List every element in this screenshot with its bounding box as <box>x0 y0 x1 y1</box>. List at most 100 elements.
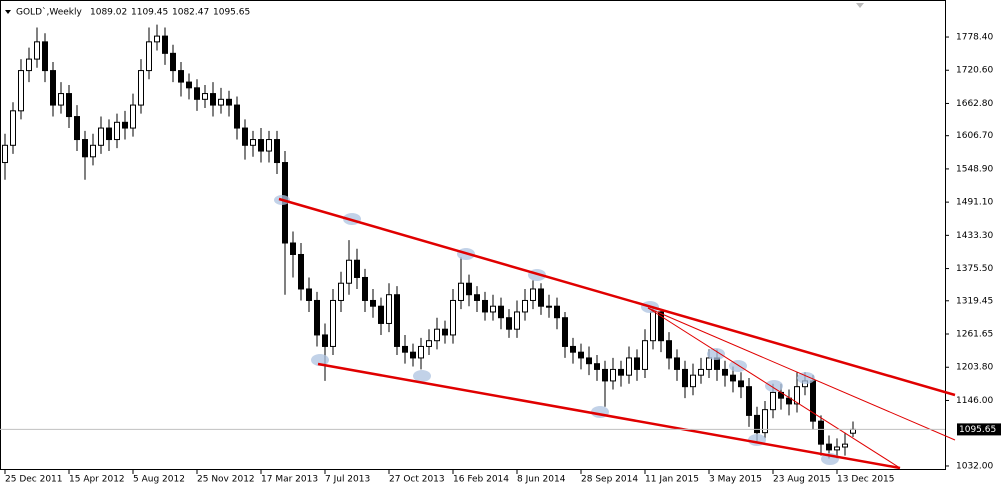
candle-body <box>186 81 192 89</box>
candle-body <box>562 317 568 347</box>
candle-body <box>642 340 648 370</box>
candle-body <box>410 351 416 359</box>
candle-body <box>194 87 200 100</box>
y-tick-label: 1662.80 <box>956 99 993 109</box>
y-tick-label: 1433.30 <box>956 231 993 241</box>
candle-body <box>530 288 536 301</box>
candle-body <box>690 374 696 388</box>
candle-body <box>10 110 16 146</box>
candle-body <box>538 288 544 307</box>
axes: 1778.40 1720.60 1662.80 1606.70 1548.90 1491.… <box>0 33 1001 485</box>
menu-icon[interactable] <box>5 10 11 14</box>
candle-body <box>522 299 528 313</box>
y-tick-label: 1032.00 <box>956 461 993 471</box>
candle-body <box>434 328 440 342</box>
candle-body <box>602 368 608 382</box>
candle-body <box>226 98 232 106</box>
candle-body <box>658 311 664 342</box>
candle-body <box>346 259 352 284</box>
candle-body <box>338 282 344 301</box>
candle-body <box>114 121 120 141</box>
x-tick-label: 17 Mar 2013 <box>261 475 318 485</box>
candle-body <box>650 311 656 342</box>
candle-body <box>794 386 800 405</box>
x-tick-label: 27 Oct 2013 <box>389 475 445 485</box>
candle-body <box>466 282 472 296</box>
price-label-box <box>957 423 1001 436</box>
candles <box>2 24 856 459</box>
candle-body <box>746 386 752 416</box>
candle-body <box>450 299 456 336</box>
candle-body <box>490 305 496 313</box>
price-label: 1095.65 <box>959 425 996 435</box>
candle-body <box>258 139 264 152</box>
y-tick-label: 1203.80 <box>956 363 993 373</box>
header-low: 1082.47 <box>172 8 209 18</box>
candle-body <box>474 294 480 301</box>
y-tick-label: 1146.00 <box>956 396 993 406</box>
candle-body <box>298 253 304 290</box>
candle-body <box>66 93 72 118</box>
candle-body <box>402 345 408 353</box>
candle-body <box>482 299 488 313</box>
candle-body <box>106 127 112 141</box>
x-tick-label: 16 Feb 2014 <box>453 475 509 485</box>
candle-body <box>618 368 624 376</box>
y-tick-label: 1778.40 <box>956 33 993 43</box>
candle-body <box>98 127 104 146</box>
candle-body <box>74 116 80 141</box>
candle-body <box>242 127 248 146</box>
candle-body <box>42 41 48 72</box>
candle-body <box>202 93 208 100</box>
candle-body <box>418 345 424 359</box>
candle-body <box>138 70 144 106</box>
candle-body <box>594 363 600 370</box>
x-tick-label: 3 May 2015 <box>709 475 762 485</box>
candle-body <box>458 282 464 301</box>
candle-body <box>514 311 520 330</box>
candle-body <box>626 357 632 376</box>
candle-body <box>218 98 224 106</box>
x-tick-label: 7 Jul 2013 <box>325 475 370 485</box>
candle-body <box>426 340 432 347</box>
candle-body <box>378 305 384 324</box>
x-tick-label: 5 Aug 2012 <box>133 475 185 485</box>
trend-lines <box>278 197 956 470</box>
candle-body <box>810 380 816 422</box>
candle-body <box>210 93 216 106</box>
candle-body <box>586 357 592 365</box>
x-tick-label: 11 Jan 2015 <box>645 475 699 485</box>
y-tick-label: 1720.60 <box>956 66 993 76</box>
candle-body <box>2 144 8 164</box>
candle-body <box>274 139 280 164</box>
candle-body <box>578 351 584 359</box>
y-tick-label: 1375.50 <box>956 264 993 274</box>
candle-body <box>170 52 176 72</box>
candle-body <box>306 288 312 301</box>
candle-body <box>754 414 760 434</box>
y-tick-label: 1606.70 <box>956 131 993 141</box>
candle-body <box>786 397 792 405</box>
chart-title: GOLD`,Weekly <box>16 7 83 18</box>
candle-body <box>666 340 672 359</box>
candle-body <box>50 70 56 106</box>
x-tick-label: 15 Apr 2012 <box>69 475 125 485</box>
candle-body <box>394 294 400 347</box>
candle-body <box>738 380 744 388</box>
candle-body <box>90 144 96 158</box>
candle-body <box>818 420 824 445</box>
candle-body <box>250 139 256 146</box>
candle-body <box>834 446 840 451</box>
candle-body <box>122 121 128 129</box>
candle-body <box>442 328 448 336</box>
candle-body <box>266 139 272 152</box>
header-close: 1095.65 <box>213 8 250 18</box>
candle-body <box>34 41 40 60</box>
candle-body <box>698 368 704 376</box>
candle-body <box>330 299 336 347</box>
x-tick-label: 23 Aug 2015 <box>773 475 831 485</box>
candle-body <box>546 305 552 308</box>
candle-body <box>18 70 24 112</box>
